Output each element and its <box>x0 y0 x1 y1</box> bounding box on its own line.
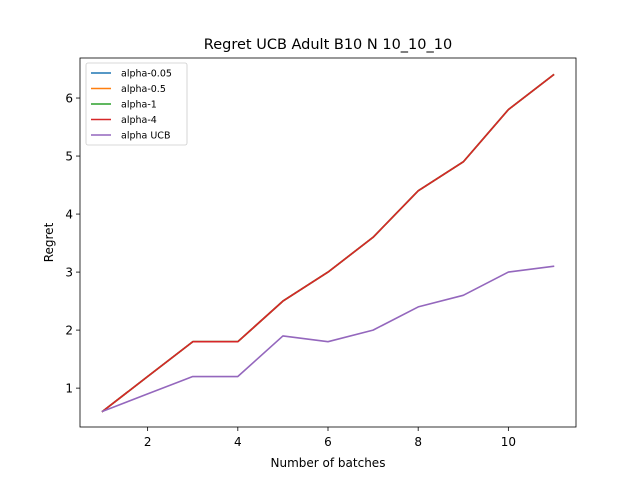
y-tick-label: 5 <box>65 149 73 163</box>
legend-label-alpha-ucb: alpha UCB <box>121 130 170 141</box>
x-axis-ticks: 2 4 6 8 10 <box>144 427 516 449</box>
legend-label-alpha-0-05: alpha-0.05 <box>121 68 172 79</box>
y-axis-label: Regret <box>42 222 56 262</box>
series-line-alpha-ucb <box>101 265 555 413</box>
chart-title: Regret UCB Adult B10 N 10_10_10 <box>204 37 452 53</box>
x-tick-label: 10 <box>501 435 516 449</box>
y-axis-ticks: 1 2 3 4 5 6 <box>65 91 80 395</box>
y-tick-label: 2 <box>65 323 73 337</box>
x-tick-label: 8 <box>414 435 422 449</box>
series-line-alpha-4 <box>101 73 555 413</box>
x-tick-label: 4 <box>234 435 242 449</box>
x-tick-label: 6 <box>324 435 332 449</box>
legend-box <box>85 62 188 146</box>
y-tick-label: 3 <box>65 265 73 279</box>
plot-lines <box>101 73 555 413</box>
y-tick-label: 4 <box>65 207 73 221</box>
legend-label-alpha-0-5: alpha-0.5 <box>121 84 166 95</box>
x-tick-label: 2 <box>144 435 152 449</box>
legend-label-alpha-4: alpha-4 <box>121 115 157 126</box>
y-tick-label: 6 <box>65 91 73 105</box>
y-tick-label: 1 <box>65 381 73 395</box>
x-axis-label: Number of batches <box>271 456 386 470</box>
legend-label-alpha-1: alpha-1 <box>121 99 157 110</box>
legend: alpha-0.05 alpha-0.5 alpha-1 alpha-4 alpha U… <box>85 62 188 146</box>
